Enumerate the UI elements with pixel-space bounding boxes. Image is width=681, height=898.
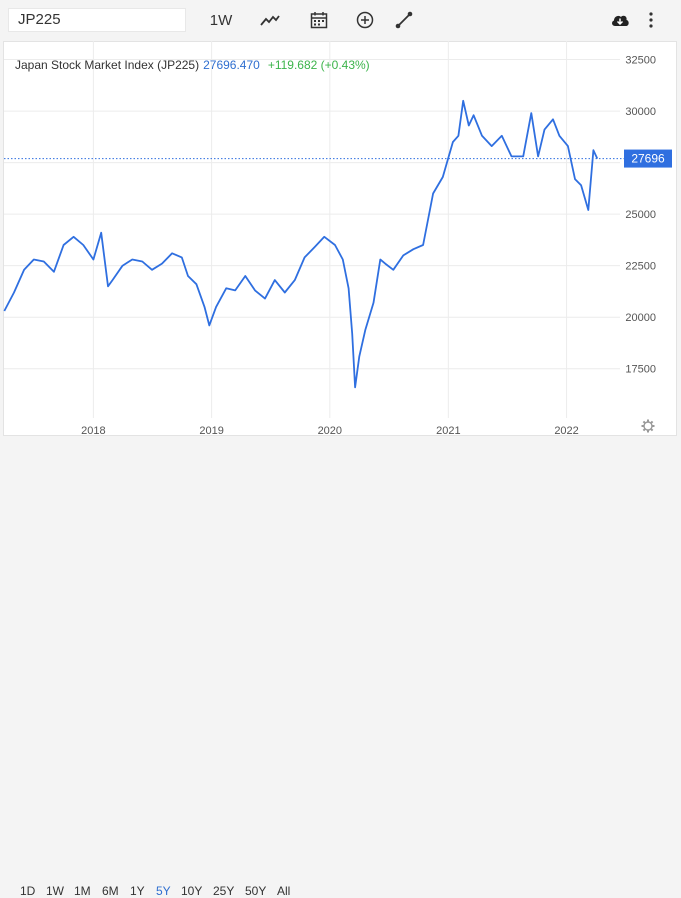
chart-plot-area	[3, 41, 677, 436]
legend-price: 27696.470	[203, 58, 260, 72]
period-selector-button[interactable]: 1W	[209, 11, 233, 29]
more-vertical-icon[interactable]	[644, 9, 658, 31]
y-tick-label-17500: 17500	[625, 364, 656, 376]
legend-name: Japan Stock Market Index (JP225)	[15, 58, 199, 72]
symbol-search-input[interactable]: JP225	[8, 8, 186, 32]
range-button-6m[interactable]: 6M	[102, 884, 119, 898]
y-tick-label-25000: 25000	[625, 209, 656, 221]
current-value-label: 27696	[624, 149, 672, 168]
x-tick-label-2021: 2021	[436, 425, 460, 437]
range-button-25y[interactable]: 25Y	[213, 884, 235, 898]
chart-toolbar: JP225 1W	[0, 0, 681, 40]
range-selector: 1D 1W 1M 6M 1Y 5Y 10Y 25Y 50Y All	[0, 438, 681, 898]
draw-line-icon[interactable]	[393, 9, 415, 31]
range-button-1d[interactable]: 1D	[20, 884, 36, 898]
x-tick-label-2020: 2020	[318, 425, 342, 437]
range-button-all[interactable]: All	[277, 884, 291, 898]
legend-change: +119.682 (+0.43%)	[268, 58, 370, 72]
x-tick-label-2018: 2018	[81, 425, 105, 437]
chart-legend: Japan Stock Market Index (JP225) 27696.47…	[15, 58, 370, 72]
settings-gear-icon[interactable]	[641, 419, 655, 433]
x-tick-label-2019: 2019	[199, 425, 223, 437]
series-line-jp225	[3, 99, 599, 389]
calendar-icon[interactable]	[308, 9, 330, 31]
range-button-5y[interactable]: 5Y	[156, 884, 171, 898]
line-chart: 2018 2019 2020 2021 2022 17500 20000 22500 2500…	[3, 41, 672, 437]
range-button-50y[interactable]: 50Y	[245, 884, 267, 898]
add-circle-icon[interactable]	[354, 9, 376, 31]
range-button-1y[interactable]: 1Y	[130, 884, 145, 898]
y-tick-label-30000: 30000	[625, 106, 656, 118]
y-tick-label-20000: 20000	[625, 312, 656, 324]
y-tick-label-32500: 32500	[625, 55, 656, 67]
line-chart-icon[interactable]	[258, 9, 282, 31]
range-button-1m[interactable]: 1M	[74, 884, 91, 898]
cloud-download-icon[interactable]	[609, 9, 631, 31]
y-tick-label-22500: 22500	[625, 261, 656, 273]
x-tick-label-2022: 2022	[554, 425, 578, 437]
range-button-1w[interactable]: 1W	[46, 884, 64, 898]
range-button-10y[interactable]: 10Y	[181, 884, 203, 898]
current-value-text: 27696	[631, 152, 665, 166]
